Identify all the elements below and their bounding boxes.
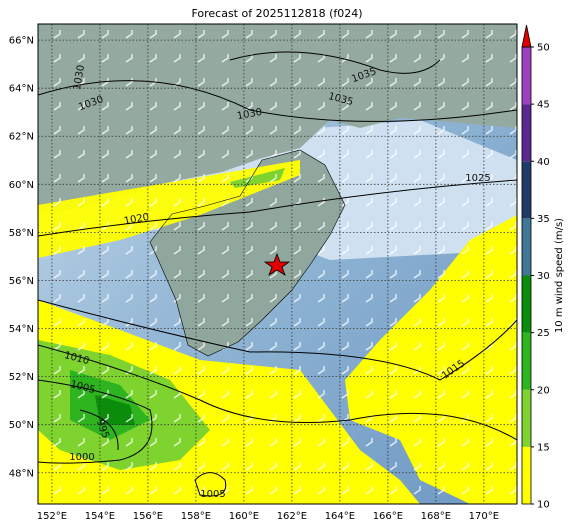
x-tick-label: 170°E bbox=[469, 511, 499, 522]
x-tick-label: 158°E bbox=[181, 511, 211, 522]
x-tick-label: 152°E bbox=[37, 511, 67, 522]
colorbar-tick-label: 15 bbox=[537, 442, 550, 453]
colorbar-segment bbox=[522, 104, 531, 162]
x-tick-label: 162°E bbox=[277, 511, 307, 522]
colorbar-tick-label: 40 bbox=[537, 157, 550, 168]
colorbar-tick-label: 45 bbox=[537, 100, 550, 111]
map-area: 1030103010351035103010251020101510101005… bbox=[38, 24, 517, 504]
colorbar-segment bbox=[522, 47, 531, 105]
colorbar-tick-label: 10 bbox=[537, 500, 550, 511]
colorbar-tick-label: 20 bbox=[537, 385, 550, 396]
contour-label: 1005 bbox=[200, 489, 225, 500]
x-tick-label: 168°E bbox=[421, 511, 451, 522]
title: Forecast of 2025112818 (f024) bbox=[191, 7, 362, 20]
colorbar-segment bbox=[522, 446, 531, 504]
colorbar-extension bbox=[521, 24, 532, 48]
colorbar-label: 10 m wind speed (m/s) bbox=[554, 218, 565, 333]
x-tick-label: 166°E bbox=[373, 511, 403, 522]
x-tick-label: 164°E bbox=[325, 511, 355, 522]
colorbar-segment bbox=[522, 332, 531, 390]
colorbar-segment bbox=[522, 275, 531, 333]
contour-label: 1020 bbox=[123, 212, 150, 227]
colorbar-tick-label: 50 bbox=[537, 43, 550, 54]
x-tick-label: 156°E bbox=[133, 511, 163, 522]
x-tick-label: 154°E bbox=[85, 511, 115, 522]
y-tick-label: 60°N bbox=[9, 180, 34, 191]
y-tick-label: 56°N bbox=[9, 276, 34, 287]
y-tick-label: 58°N bbox=[9, 228, 34, 239]
y-tick-label: 50°N bbox=[9, 420, 34, 431]
y-tick-label: 62°N bbox=[9, 132, 34, 143]
y-tick-label: 64°N bbox=[9, 84, 34, 95]
y-tick-label: 52°N bbox=[9, 372, 34, 383]
map-frame bbox=[37, 23, 518, 505]
y-tick-label: 48°N bbox=[9, 468, 34, 479]
location-star bbox=[263, 252, 291, 276]
x-tick-label: 160°E bbox=[229, 511, 259, 522]
contour-label: 1025 bbox=[465, 173, 490, 184]
colorbar-tick-label: 35 bbox=[537, 214, 550, 225]
y-tick-label: 54°N bbox=[9, 324, 34, 335]
y-tick-label: 66°N bbox=[9, 36, 34, 47]
contour-label: 1000 bbox=[69, 452, 94, 463]
colorbar-segment bbox=[522, 161, 531, 219]
colorbar-tick-label: 25 bbox=[537, 328, 550, 339]
colorbar-segment bbox=[522, 218, 531, 276]
colorbar-tick-label: 30 bbox=[537, 271, 550, 282]
colorbar-segment bbox=[522, 389, 531, 447]
contour-label: 1030 bbox=[236, 107, 263, 122]
contour-label: 1030 bbox=[72, 64, 87, 91]
